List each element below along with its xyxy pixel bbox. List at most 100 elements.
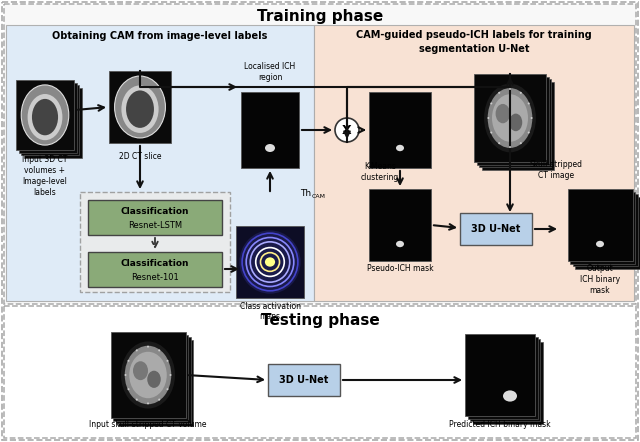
Ellipse shape — [136, 350, 138, 351]
Circle shape — [335, 118, 359, 142]
Ellipse shape — [528, 103, 530, 104]
Text: Output
ICH binary
mask: Output ICH binary mask — [580, 264, 620, 295]
Ellipse shape — [498, 92, 500, 94]
Bar — [118, 339, 193, 426]
Ellipse shape — [490, 132, 492, 133]
Ellipse shape — [596, 241, 604, 247]
Ellipse shape — [125, 374, 127, 376]
Bar — [575, 197, 640, 268]
Ellipse shape — [170, 374, 172, 376]
Text: Skull-stripped
CT image: Skull-stripped CT image — [529, 160, 582, 180]
Text: 3D U-Net: 3D U-Net — [279, 375, 329, 385]
Bar — [570, 191, 635, 263]
Bar — [88, 252, 222, 287]
Bar — [470, 339, 540, 421]
Bar — [467, 336, 538, 419]
Text: Resnet-LSTM: Resnet-LSTM — [128, 221, 182, 229]
Ellipse shape — [498, 142, 500, 144]
Ellipse shape — [166, 360, 168, 362]
Bar — [369, 189, 431, 261]
Bar — [460, 213, 532, 245]
Bar — [88, 200, 222, 235]
Bar — [474, 74, 546, 162]
Ellipse shape — [520, 142, 522, 144]
Text: Classification: Classification — [121, 207, 189, 217]
Ellipse shape — [528, 132, 530, 133]
Text: Training phase: Training phase — [257, 9, 383, 24]
Text: Testing phase: Testing phase — [260, 312, 380, 328]
Ellipse shape — [126, 91, 154, 128]
Ellipse shape — [503, 390, 517, 402]
Text: CAM: CAM — [312, 194, 326, 198]
Ellipse shape — [488, 117, 490, 119]
Text: Localised ICH
region: Localised ICH region — [244, 62, 296, 82]
Ellipse shape — [32, 99, 58, 135]
Text: Input skull-stripped CT volume: Input skull-stripped CT volume — [89, 420, 207, 429]
Bar — [369, 92, 431, 168]
Ellipse shape — [129, 352, 167, 398]
Ellipse shape — [127, 388, 129, 390]
Ellipse shape — [509, 114, 522, 131]
Ellipse shape — [166, 388, 168, 390]
Ellipse shape — [492, 94, 528, 142]
Ellipse shape — [396, 145, 404, 151]
Ellipse shape — [490, 103, 492, 104]
Bar — [16, 80, 74, 150]
Ellipse shape — [158, 399, 160, 400]
Ellipse shape — [265, 257, 275, 267]
Ellipse shape — [147, 402, 149, 404]
Ellipse shape — [265, 144, 275, 152]
Bar — [111, 332, 186, 418]
Ellipse shape — [28, 94, 63, 140]
Bar — [241, 92, 299, 168]
Ellipse shape — [520, 92, 522, 94]
Text: Input 3D CT
volumes +
Image-level
labels: Input 3D CT volumes + Image-level labels — [22, 155, 68, 197]
Ellipse shape — [121, 342, 175, 408]
Bar — [573, 194, 637, 266]
Ellipse shape — [122, 85, 159, 133]
Bar — [115, 337, 191, 423]
Ellipse shape — [531, 117, 532, 119]
Ellipse shape — [509, 88, 511, 90]
Bar — [113, 335, 188, 420]
Text: X: X — [342, 123, 352, 137]
Text: CAM-guided pseudo-ICH labels for training
segmentation U-Net: CAM-guided pseudo-ICH labels for trainin… — [356, 30, 592, 53]
Bar — [21, 85, 79, 155]
Bar — [479, 79, 551, 167]
Bar — [314, 25, 634, 301]
Text: Predicted ICH binary mask: Predicted ICH binary mask — [449, 420, 551, 429]
Ellipse shape — [488, 88, 532, 148]
Ellipse shape — [396, 241, 404, 247]
Ellipse shape — [133, 361, 148, 380]
Ellipse shape — [158, 350, 160, 351]
Ellipse shape — [136, 399, 138, 400]
Ellipse shape — [21, 85, 68, 145]
Text: 2D CT slice: 2D CT slice — [119, 152, 161, 161]
Bar — [4, 306, 636, 438]
Ellipse shape — [147, 371, 161, 388]
Text: Resnet-101: Resnet-101 — [131, 273, 179, 282]
Text: Classification: Classification — [121, 259, 189, 268]
Bar — [6, 25, 314, 301]
Bar — [4, 4, 636, 304]
Ellipse shape — [509, 146, 511, 148]
Text: Obtaining CAM from image-level labels: Obtaining CAM from image-level labels — [52, 31, 268, 41]
Text: Class activation
maps: Class activation maps — [239, 302, 301, 321]
Bar — [24, 88, 81, 157]
Bar — [109, 71, 171, 143]
Bar — [568, 189, 632, 261]
Ellipse shape — [127, 360, 129, 362]
Bar — [80, 192, 230, 292]
Bar — [236, 226, 304, 298]
Bar — [19, 83, 77, 152]
Bar — [465, 334, 535, 416]
Ellipse shape — [115, 76, 165, 138]
Ellipse shape — [147, 346, 149, 347]
Bar — [472, 342, 543, 423]
Ellipse shape — [239, 230, 301, 293]
Text: 3D U-Net: 3D U-Net — [471, 224, 521, 234]
Bar — [481, 81, 554, 169]
Text: Th: Th — [300, 190, 311, 198]
Ellipse shape — [125, 346, 172, 404]
Bar — [268, 364, 340, 396]
